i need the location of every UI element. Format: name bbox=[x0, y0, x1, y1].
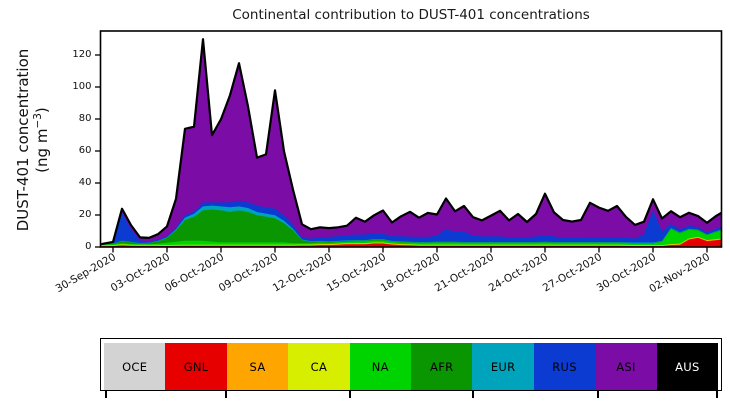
legend-label: CA bbox=[310, 359, 328, 374]
area-gnl bbox=[101, 237, 722, 247]
legend-item-gnl: GNL bbox=[165, 343, 227, 390]
legend-tick-mark bbox=[472, 390, 474, 398]
chart-title: Continental contribution to DUST-401 con… bbox=[232, 7, 590, 23]
y-tick-label: 40 bbox=[78, 176, 92, 188]
continent-legend: OCE GNL SA CA NA AFR EUR RUS ASI AUS bbox=[100, 338, 722, 391]
legend-tick-mark bbox=[349, 390, 351, 398]
legend-item-na: NA bbox=[349, 343, 412, 390]
legend-item-sa: SA bbox=[226, 343, 289, 390]
y-tick-label: 60 bbox=[78, 144, 92, 156]
legend-label: GNL bbox=[183, 359, 209, 374]
legend-tick-mark bbox=[716, 390, 718, 398]
legend-label: AUS bbox=[675, 359, 700, 374]
y-tick-label: 80 bbox=[78, 112, 92, 124]
legend-label: EUR bbox=[490, 359, 516, 374]
legend-label: OCE bbox=[122, 359, 148, 374]
legend-label: RUS bbox=[552, 359, 577, 374]
area-stack bbox=[101, 38, 722, 247]
legend-label: AFR bbox=[430, 359, 454, 374]
legend-item-aus: AUS bbox=[656, 343, 719, 390]
legend-item-ca: CA bbox=[288, 343, 350, 390]
legend-tick-mark bbox=[597, 390, 599, 398]
y-tick-label: 100 bbox=[72, 80, 92, 92]
area-asi bbox=[101, 39, 722, 247]
legend-tick-mark bbox=[225, 390, 227, 398]
legend-item-oce: OCE bbox=[104, 343, 166, 390]
legend-tick-mark bbox=[105, 390, 107, 398]
legend-item-afr: AFR bbox=[411, 343, 473, 390]
y-tick-label: 0 bbox=[85, 240, 92, 252]
legend-label: NA bbox=[371, 359, 389, 374]
legend-label: SA bbox=[249, 359, 266, 374]
legend-label: ASI bbox=[616, 359, 636, 374]
area-afr bbox=[101, 209, 722, 247]
y-tick-label: 120 bbox=[72, 48, 92, 60]
legend-item-rus: RUS bbox=[533, 343, 596, 390]
total-line bbox=[101, 38, 722, 246]
plot-border bbox=[99, 30, 723, 248]
area-na bbox=[101, 228, 722, 247]
y-tick-label: 20 bbox=[78, 208, 92, 220]
legend-item-eur: EUR bbox=[472, 343, 534, 390]
legend-item-asi: ASI bbox=[595, 343, 657, 390]
